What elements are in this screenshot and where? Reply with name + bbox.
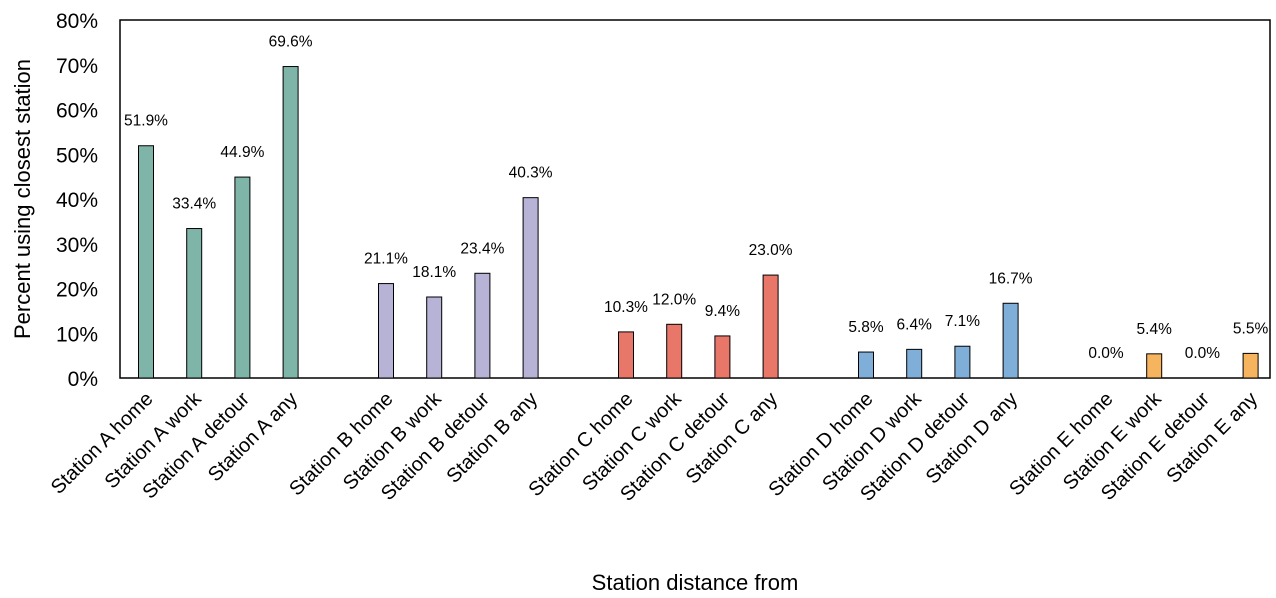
bar <box>714 335 731 379</box>
data-label: 23.0% <box>749 242 793 259</box>
y-tick-label: 70% <box>56 55 98 78</box>
data-label: 0.0% <box>1185 345 1221 362</box>
y-axis-title: Percent using closest station <box>10 59 35 339</box>
bar <box>906 348 923 379</box>
y-axis-ticks: 0% 10% 20% 30% 40% 50% 60% 70% 80% <box>56 10 98 391</box>
bar <box>378 283 394 379</box>
y-tick-label: 20% <box>56 279 98 302</box>
bar <box>138 145 154 379</box>
data-label: 6.4% <box>897 316 933 333</box>
data-label: 21.1% <box>364 251 408 268</box>
data-label: 69.6% <box>269 34 313 51</box>
bar <box>618 331 634 379</box>
y-tick-label: 0% <box>68 368 98 391</box>
data-label: 0.0% <box>1088 345 1124 362</box>
data-label: 40.3% <box>509 165 553 182</box>
y-tick-label: 60% <box>56 100 98 123</box>
bar <box>426 296 443 379</box>
bar <box>1002 302 1019 379</box>
data-label: 10.3% <box>604 299 648 316</box>
bar <box>666 323 683 379</box>
y-tick-label: 40% <box>56 189 98 212</box>
data-label: 12.0% <box>652 291 696 308</box>
data-label: 33.4% <box>172 196 216 213</box>
bar <box>954 345 971 379</box>
data-label: 5.5% <box>1233 320 1269 337</box>
bar <box>522 197 539 379</box>
y-tick-label: 50% <box>56 144 98 167</box>
data-label: 16.7% <box>989 270 1033 287</box>
data-label: 9.4% <box>705 303 741 320</box>
bar <box>762 274 779 379</box>
data-label: 18.1% <box>412 264 456 281</box>
data-label: 5.8% <box>848 319 884 336</box>
y-tick-label: 10% <box>56 323 98 346</box>
bar <box>282 66 299 379</box>
bar <box>858 351 874 379</box>
x-axis-title: Station distance from <box>592 570 799 595</box>
bars-layer <box>138 66 1259 379</box>
y-tick-label: 30% <box>56 234 98 257</box>
bar <box>186 228 203 379</box>
bar <box>234 176 251 379</box>
data-label: 7.1% <box>945 313 981 330</box>
data-labels-layer: 51.9% 33.4% 44.9% 69.6% 21.1%18.1%23.4% 40.3%… <box>124 34 1268 362</box>
bar <box>474 272 491 379</box>
data-label: 51.9% <box>124 113 168 130</box>
plot-area-border <box>119 19 1271 379</box>
data-label: 5.4% <box>1137 321 1173 338</box>
y-tick-label: 80% <box>56 10 98 33</box>
data-label: 44.9% <box>220 144 264 161</box>
data-label: 23.4% <box>460 240 504 257</box>
bar <box>1242 352 1259 379</box>
bar <box>1146 353 1163 379</box>
